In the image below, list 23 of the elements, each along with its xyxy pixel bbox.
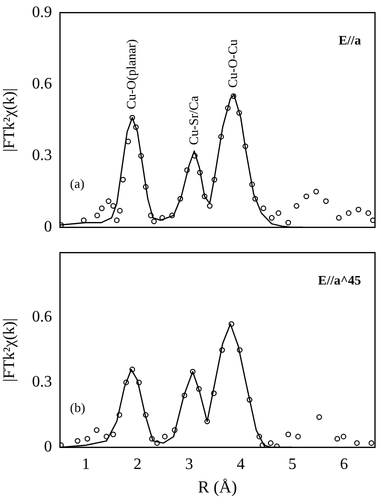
x-tick-label: 2 xyxy=(133,456,142,474)
annotation: E//a xyxy=(338,32,362,48)
x-tick-label: 6 xyxy=(340,456,348,474)
x-tick-label: 1 xyxy=(82,456,90,474)
y-tick-label: 0.6 xyxy=(32,308,52,326)
x-tick-label: 4 xyxy=(236,456,245,474)
annotation: Cu-O-Cu xyxy=(224,38,240,88)
y-tick-label: 0.3 xyxy=(32,147,52,164)
y-tick-label: 0 xyxy=(44,438,52,456)
x-tick-label: 5 xyxy=(288,456,296,474)
annotation: Cu-Sr/Ca xyxy=(186,96,202,146)
y-tick-label: 0.9 xyxy=(32,4,52,21)
y-tick-label: 0 xyxy=(44,218,52,236)
annotation: (b) xyxy=(70,400,86,415)
y-axis-title: |FTk²χ(k)| xyxy=(0,318,18,382)
x-axis-title: R (Å) xyxy=(198,477,238,496)
annotation: (a) xyxy=(70,176,84,191)
annotation: Cu-O(planar) xyxy=(124,39,139,110)
y-tick-label: 0.3 xyxy=(32,374,52,391)
x-tick-label: 3 xyxy=(185,456,194,474)
annotation: E//a^45 xyxy=(318,272,362,288)
y-tick-label: 0.6 xyxy=(32,75,52,92)
y-axis-title: |FTk²χ(k)| xyxy=(0,88,18,152)
